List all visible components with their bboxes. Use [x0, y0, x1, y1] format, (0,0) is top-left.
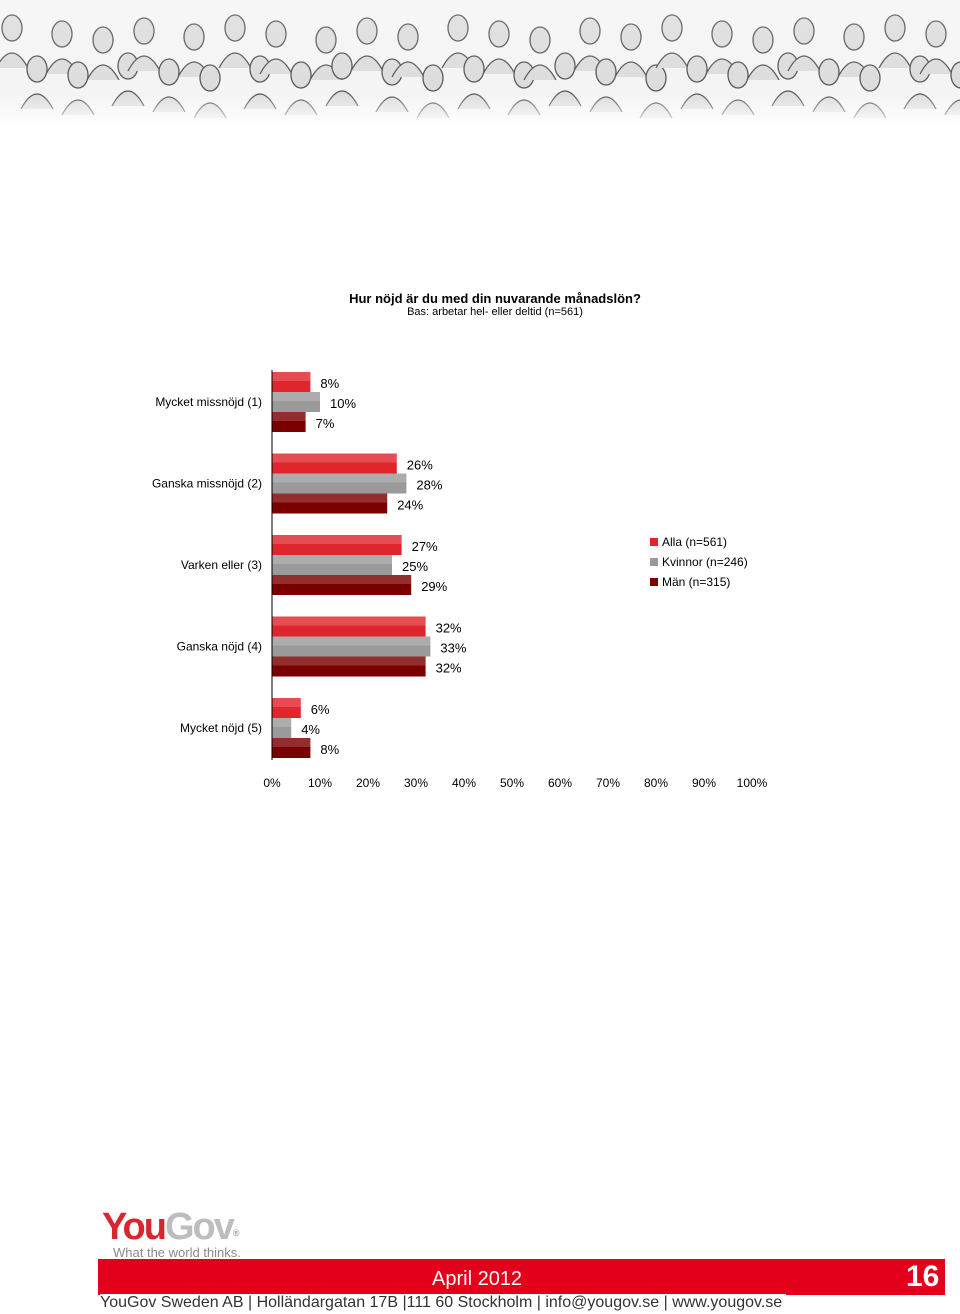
chart-legend: Alla (n=561) Kvinnor (n=246) Män (n=315) [650, 532, 748, 592]
bar-highlight [272, 473, 407, 483]
x-tick-label: 10% [308, 776, 332, 790]
bar [272, 555, 392, 575]
bar-highlight [272, 372, 311, 381]
yougov-logo: YouGov® What the world thinks. [102, 1206, 262, 1260]
chart-subtitle: Bas: arbetar hel- eller deltid (n=561) [407, 306, 583, 318]
category-label: Varken eller (3) [181, 558, 262, 572]
data-label: 8% [320, 742, 339, 757]
bar-highlight [272, 656, 426, 666]
footer-address: YouGov Sweden AB | Holländargatan 17B |1… [100, 1294, 787, 1312]
bar [272, 616, 426, 637]
bar-highlight [272, 392, 320, 401]
bar-chart: Mycket missnöjd (1) 8% 10% 7% Ganska missnöj… [152, 370, 768, 790]
bar-highlight [272, 738, 311, 747]
bar [272, 493, 388, 514]
x-tick-label: 0% [263, 776, 281, 790]
data-label: 29% [421, 579, 447, 594]
category-label: Mycket missnöjd (1) [155, 395, 262, 409]
bar [272, 412, 306, 432]
data-label: 4% [301, 722, 320, 737]
data-label: 24% [397, 498, 423, 513]
footer-bar [98, 1259, 945, 1295]
x-tick-label: 30% [404, 776, 428, 790]
data-label: 33% [440, 641, 466, 656]
bar [272, 473, 407, 494]
legend-label: Alla (n=561) [662, 535, 728, 549]
bar-highlight [272, 636, 431, 646]
x-tick-label: 80% [644, 776, 668, 790]
data-label: 6% [311, 702, 330, 717]
data-label: 28% [416, 478, 442, 493]
bar-highlight [272, 535, 402, 544]
bar-highlight [272, 575, 412, 584]
bar-highlight [272, 718, 292, 727]
x-tick-label: 20% [356, 776, 380, 790]
data-label: 32% [436, 661, 462, 676]
data-label: 10% [330, 396, 356, 411]
bar [272, 636, 431, 657]
bar-highlight [272, 493, 388, 503]
data-label: 32% [436, 621, 462, 636]
data-label: 7% [316, 416, 335, 431]
category-label: Ganska nöjd (4) [177, 640, 262, 654]
bar [272, 535, 402, 555]
data-label: 27% [412, 539, 438, 554]
bar-highlight [272, 555, 392, 564]
data-label: 26% [407, 458, 433, 473]
logo-tagline: What the world thinks. [113, 1245, 241, 1260]
data-label: 8% [320, 376, 339, 391]
bar-highlight [272, 616, 426, 626]
bar-highlight [272, 698, 301, 707]
chart-title: Hur nöjd är du med din nuvarande månadsl… [349, 291, 641, 306]
legend-swatch [650, 578, 658, 586]
x-tick-label: 90% [692, 776, 716, 790]
legend-label: Män (n=315) [662, 575, 731, 589]
legend-label: Kvinnor (n=246) [662, 555, 748, 569]
bar [272, 372, 311, 392]
legend-swatch [650, 538, 658, 546]
legend-item-man: Män (n=315) [650, 572, 748, 592]
bar [272, 656, 426, 677]
legend-item-alla: Alla (n=561) [650, 532, 748, 552]
data-label: 25% [402, 559, 428, 574]
page-number: 16 [906, 1260, 940, 1293]
x-tick-label: 70% [596, 776, 620, 790]
bar [272, 718, 292, 738]
category-label: Mycket nöjd (5) [180, 721, 262, 735]
x-tick-label: 50% [500, 776, 524, 790]
x-tick-label: 40% [452, 776, 476, 790]
x-tick-label: 60% [548, 776, 572, 790]
category-label: Ganska missnöjd (2) [152, 477, 262, 491]
crowd-illustration-banner [0, 0, 960, 125]
bar [272, 392, 320, 412]
x-tick-label: 100% [737, 776, 768, 790]
bar [272, 575, 412, 595]
bar [272, 738, 311, 758]
legend-swatch [650, 558, 658, 566]
bar-highlight [272, 453, 397, 463]
footer-date: April 2012 [432, 1268, 523, 1290]
legend-item-kvinnor: Kvinnor (n=246) [650, 552, 748, 572]
bar [272, 453, 397, 474]
bar-highlight [272, 412, 306, 421]
bar [272, 698, 301, 718]
logo-wordmark: YouGov® [102, 1206, 239, 1248]
